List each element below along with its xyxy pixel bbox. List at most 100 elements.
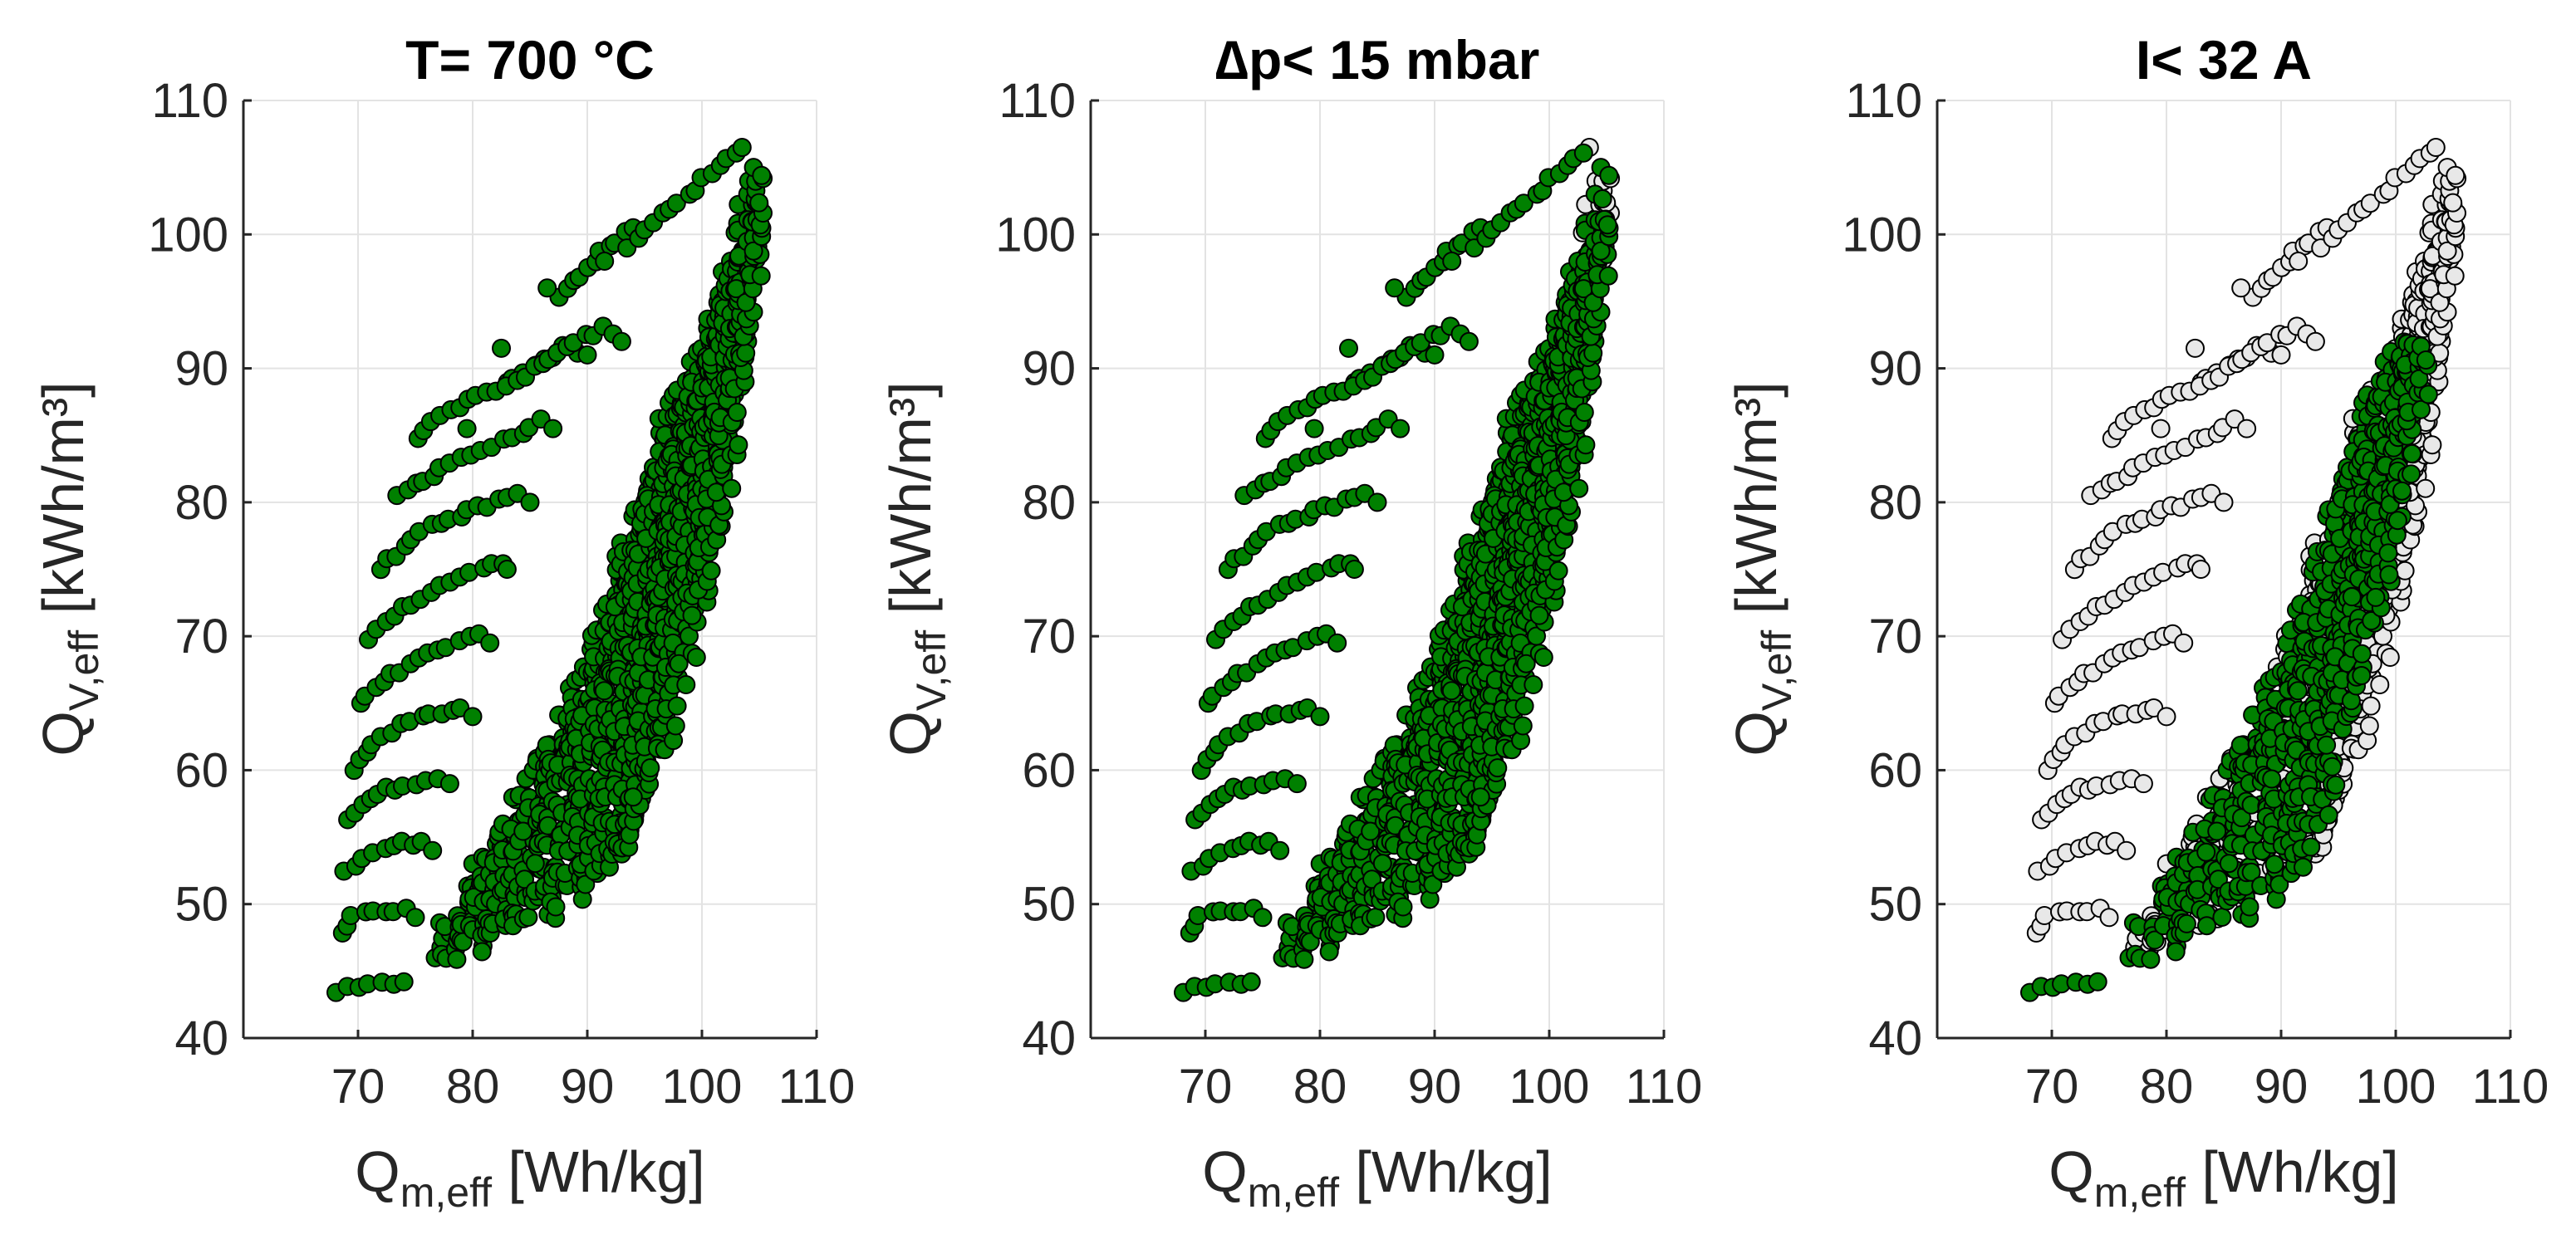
feasible-design-point	[2366, 587, 2386, 607]
feasible-design-point	[394, 972, 414, 992]
feasible-design-point	[2241, 795, 2261, 815]
y-tick-label: 50	[1868, 878, 1922, 932]
excluded-design-point	[2151, 419, 2171, 438]
feasible-design-point	[543, 419, 563, 438]
feasible-design-point	[2196, 842, 2216, 862]
feasible-design-point	[439, 774, 459, 794]
feasible-design-point	[2294, 857, 2313, 877]
x-tick-label: 90	[561, 1060, 615, 1114]
feasible-design-point	[2402, 443, 2421, 463]
feasible-design-point	[1294, 949, 1314, 969]
feasible-design-point	[623, 787, 643, 807]
feasible-design-point	[1574, 403, 1594, 422]
x-tick-label: 110	[2472, 1060, 2549, 1114]
feasible-design-point	[2352, 666, 2372, 685]
feasible-design-point	[1385, 278, 1405, 298]
feasible-design-point	[2402, 464, 2421, 484]
feasible-design-point	[1339, 338, 1358, 358]
feasible-design-point	[2301, 837, 2321, 857]
feasible-design-point	[1327, 633, 1347, 653]
feasible-design-point	[667, 696, 687, 716]
excluded-design-point	[2186, 338, 2205, 358]
feasible-design-point	[2141, 949, 2161, 969]
y-tick-label: 90	[1868, 342, 1922, 396]
feasible-design-point	[1344, 560, 1364, 579]
plot-area: 70 80 90 100 110 40 50 60 70 80 90 100 110	[148, 74, 855, 1114]
feasible-design-point	[2262, 769, 2282, 789]
feasible-design-point	[520, 492, 540, 512]
feasible-design-point	[2088, 972, 2107, 992]
feasible-design-point	[2352, 644, 2372, 664]
y-tick-label: 90	[1022, 342, 1076, 396]
feasible-design-point	[457, 419, 477, 438]
feasible-design-point	[1393, 897, 1413, 917]
subplot-title: T= 700 °C	[405, 29, 655, 91]
x-tick-label: 100	[662, 1060, 743, 1114]
feasible-design-point	[1513, 716, 1533, 736]
x-tick-label: 90	[2255, 1060, 2309, 1114]
subplot-title: I< 32 A	[2136, 29, 2312, 91]
feasible-design-point	[594, 681, 614, 701]
feasible-design-point	[640, 758, 660, 778]
excluded-design-point	[2237, 419, 2257, 438]
feasible-design-point	[752, 165, 772, 185]
y-tick-label: 70	[1868, 610, 1922, 664]
y-tick-label: 80	[1022, 476, 1076, 530]
y-tick-label: 60	[174, 743, 228, 797]
feasible-design-point	[423, 840, 443, 860]
x-tick-label: 110	[778, 1060, 855, 1114]
feasible-design-point	[701, 561, 721, 580]
y-tick-label: 110	[1846, 74, 1922, 128]
feasible-design-point	[513, 821, 533, 841]
excluded-design-point	[2445, 266, 2465, 286]
excluded-design-point	[2099, 908, 2119, 928]
feasible-design-point	[2212, 908, 2232, 927]
feasible-design-point	[1514, 696, 1534, 716]
feasible-design-point	[2240, 897, 2260, 917]
feasible-design-point	[480, 633, 500, 653]
feasible-design-point	[2166, 942, 2186, 962]
feasible-design-point	[2219, 854, 2239, 874]
feasible-design-point	[1270, 840, 1290, 860]
feasible-design-point	[1391, 419, 1411, 438]
x-tick-label: 70	[331, 1060, 385, 1114]
excluded-design-point	[2361, 696, 2381, 716]
y-tick-label: 100	[995, 208, 1076, 262]
excluded-design-point	[2305, 331, 2325, 351]
x-tick-label: 80	[446, 1060, 500, 1114]
feasible-design-point	[525, 854, 545, 874]
excluded-design-point	[2416, 478, 2436, 498]
excluded-design-point	[2191, 560, 2210, 579]
x-tick-label: 80	[1293, 1060, 1347, 1114]
feasible-design-point	[751, 266, 771, 286]
feasible-design-point	[405, 908, 425, 928]
feasible-design-point	[1576, 435, 1596, 455]
feasible-design-point	[665, 716, 685, 736]
excluded-design-point	[2117, 840, 2137, 860]
feasible-design-point	[1597, 215, 1617, 235]
excluded-design-point	[2422, 435, 2442, 455]
feasible-design-point	[676, 675, 696, 694]
feasible-design-point	[1488, 758, 1508, 778]
x-tick-label: 70	[2025, 1060, 2079, 1114]
feasible-design-point	[1241, 972, 1261, 992]
excluded-design-point	[2214, 492, 2234, 512]
feasible-design-point	[1253, 908, 1273, 928]
feasible-design-point	[611, 331, 631, 351]
feasible-design-point	[1310, 707, 1330, 727]
y-tick-label: 110	[152, 74, 228, 128]
x-tick-label: 70	[1179, 1060, 1233, 1114]
feasible-design-point	[546, 897, 566, 917]
feasible-design-point	[666, 193, 686, 213]
feasible-design-point	[2418, 384, 2438, 404]
feasible-design-point	[722, 478, 742, 498]
feasible-design-point	[1425, 345, 1445, 365]
feasible-design-point	[537, 278, 557, 298]
excluded-design-point	[2359, 716, 2379, 736]
feasible-design-point	[1592, 189, 1612, 208]
feasible-design-point	[1548, 561, 1568, 580]
y-tick-label: 60	[1868, 743, 1922, 797]
y-tick-label: 110	[999, 74, 1076, 128]
feasible-design-point	[2176, 913, 2196, 933]
